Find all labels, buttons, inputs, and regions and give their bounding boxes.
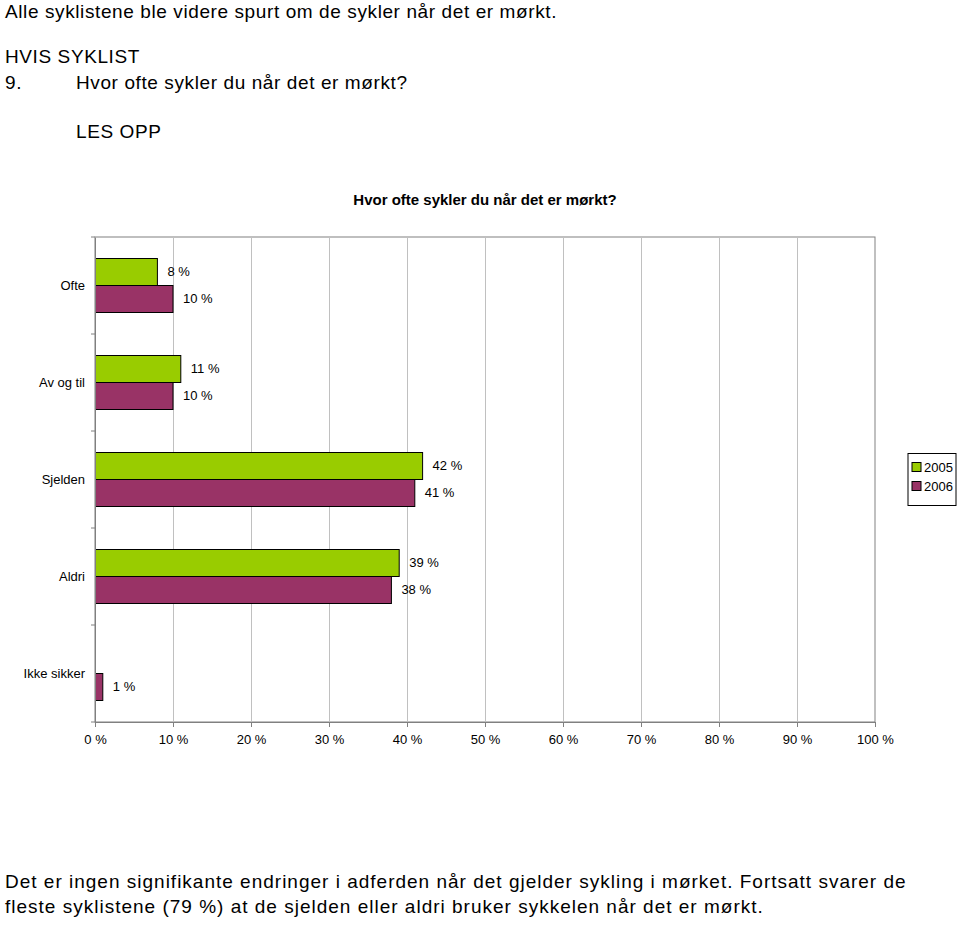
chart-title: Hvor ofte sykler du når det er mørkt? [353,191,616,208]
tick-label: 60 % [549,732,579,747]
tick-label: 80 % [705,732,735,747]
tick-mark [407,722,408,727]
category-tick [91,625,95,626]
tick: Ofte [60,278,95,293]
category-tick [91,431,95,432]
tick-label: Aldri [59,569,85,584]
page-text: 9. [5,71,22,95]
tick-label: 40 % [393,732,423,747]
tick-mark [95,722,96,727]
tick-mark [641,722,642,727]
tick-mark [563,722,564,727]
tick-label: 10 % [159,732,189,747]
grid-line [797,237,798,722]
tick-label: 0 % [84,732,107,747]
y-axis: Ofte Av og til Sjelden Aldri Ikke sikker [24,238,96,723]
tick-label: 30 % [315,732,345,747]
grid-line [641,237,642,722]
data-label: 10 % [183,388,213,403]
tick-label: 50 % [471,732,501,747]
grid-line [875,237,876,722]
axis-line [96,723,876,728]
tick: 100 % [857,722,894,747]
bar [95,550,399,577]
tick-mark [875,722,876,727]
tick: Ikke sikker [24,666,95,681]
data-label: 10 % [183,291,213,306]
bars [95,259,423,701]
tick-mark [251,722,252,727]
tick: 50 % [471,722,501,747]
tick: Aldri [59,569,95,584]
tick: 30 % [315,722,345,747]
tick-label: Av og til [39,375,85,390]
legend-box [908,454,956,506]
tick-label: 90 % [783,732,813,747]
grid-line [563,237,564,722]
bar [95,453,423,480]
bar [95,356,181,383]
bar [95,577,391,604]
data-label: 38 % [401,582,431,597]
legend-swatch [912,463,921,472]
grid [96,237,876,722]
tick: 60 % [549,722,579,747]
tick: Av og til [39,375,95,390]
tick-mark [719,722,720,727]
tick: 10 % [159,722,189,747]
category-tick [91,334,95,335]
tick-label: Ikke sikker [24,666,86,681]
tick-mark [173,722,174,727]
tick-mark [329,722,330,727]
bar [95,383,173,410]
tick: 0 % [84,722,107,747]
legend-swatch [912,482,921,491]
data-labels: 8 % 11 % 42 % 39 % 10 % 10 % 41 % 38 % 1 % [113,264,463,694]
page-text: Det er ingen signifikante endringer i ad… [5,869,955,919]
data-label: 8 % [167,264,190,279]
page-text: Alle syklistene ble videre spurt om de s… [5,0,557,24]
bar [95,259,157,286]
tick: 80 % [705,722,735,747]
data-label: 11 % [191,361,220,376]
data-label: 41 % [425,485,455,500]
tick-label: 100 % [857,732,894,747]
tick-label: 20 % [237,732,267,747]
x-axis: 0 % 10 % 20 % 30 % 40 % 50 % 60 % 70 % 80 % 90 % 1… [84,722,894,747]
bar [95,286,173,313]
tick: Sjelden [42,472,95,487]
tick-label: Sjelden [42,472,85,487]
legend: 2005 2006 [908,454,956,506]
legend-label: 2005 [924,460,953,475]
tick: 20 % [237,722,267,747]
data-label: 39 % [409,555,439,570]
bar [95,674,103,701]
data-label: 42 % [433,458,463,473]
category-tick [91,722,95,723]
bar [95,480,415,507]
plot-frame [95,237,875,722]
tick: 90 % [783,722,813,747]
grid-line [485,237,486,722]
tick-mark [485,722,486,727]
category-tick [91,528,95,529]
page-text: Hvor ofte sykler du når det er mørkt? [76,71,408,95]
tick: 70 % [627,722,657,747]
tick-mark [797,722,798,727]
tick: 40 % [393,722,423,747]
grid-line [719,237,720,722]
page-text: LES OPP [76,120,162,144]
category-ticks [91,237,95,722]
legend-label: 2006 [924,479,953,494]
tick-label: 70 % [627,732,657,747]
page-text: HVIS SYKLIST [5,45,140,69]
chart: 8 % 11 % 42 % 39 % 10 % 10 % 41 % 38 % 1 % 0 % 10 … [0,0,960,940]
tick-label: Ofte [60,278,85,293]
axis-line [95,238,96,723]
category-tick [91,237,95,238]
grid-line [95,237,96,722]
data-label: 1 % [113,679,136,694]
